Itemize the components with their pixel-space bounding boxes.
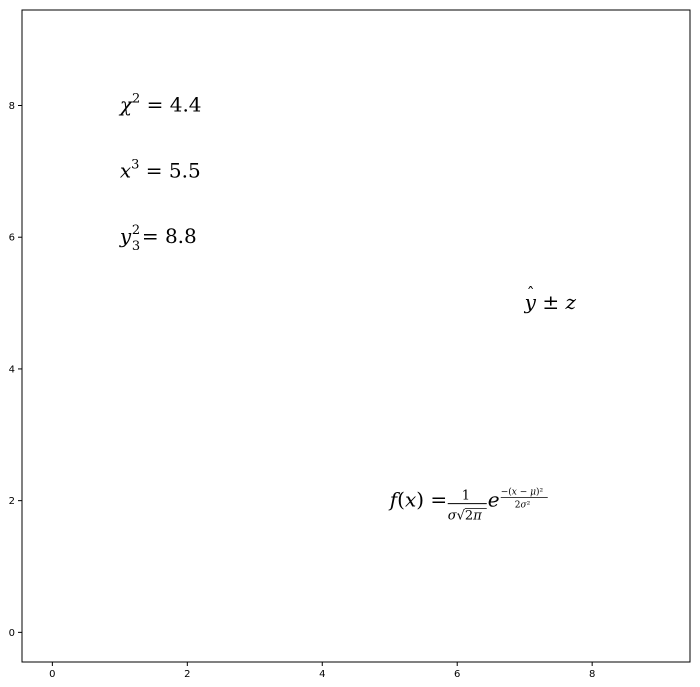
- annotation-x-cubed: x3 = 5.5: [120, 157, 201, 182]
- x-tick-label: 8: [589, 669, 595, 680]
- annotation-gaussian: f(x) = 1 σ√2π e −(x − μ)² 2σ²: [388, 487, 548, 524]
- annotation-gaussian-exp-denominator: 2σ²: [515, 501, 531, 511]
- y-axis-ticks: 0 2 4 6 8: [9, 101, 22, 639]
- annotation-x-cubed-text: x3 = 5.5: [120, 157, 201, 182]
- annotation-y-hat-text: y ± z: [524, 290, 577, 314]
- annotation-y-value: = 8.8: [142, 224, 197, 248]
- y-tick-label: 8: [9, 101, 15, 112]
- annotation-gaussian-exp-numerator: −(x − μ)²: [501, 487, 544, 498]
- annotation-gaussian-e: e: [488, 488, 500, 512]
- annotation-y-hat-pm-z: y ± z ˆ: [524, 284, 577, 314]
- x-tick-label: 2: [184, 669, 190, 680]
- y-tick-label: 6: [9, 233, 15, 244]
- annotation-y-superscript: 2: [132, 223, 140, 238]
- plot-area: [21, 9, 691, 663]
- annotation-y-sub-super-text: y: [119, 224, 132, 248]
- x-tick-label: 0: [49, 669, 55, 680]
- annotation-gaussian-numerator: 1: [462, 489, 470, 504]
- annotation-chi-squared-text: χ2 = 4.4: [118, 91, 202, 116]
- annotation-hat-mark: ˆ: [527, 284, 535, 303]
- y-tick-label: 0: [9, 628, 15, 639]
- annotation-gaussian-lhs: f(x) =: [388, 488, 447, 512]
- x-tick-label: 6: [454, 669, 460, 680]
- y-tick-label: 2: [9, 496, 15, 507]
- x-tick-label: 4: [319, 669, 325, 680]
- y-tick-label: 4: [9, 364, 15, 375]
- annotation-y-subscript: 3: [132, 239, 140, 254]
- annotation-y-sub-super: y 2 3 = 8.8: [119, 223, 197, 254]
- annotation-chi-squared: χ2 = 4.4: [118, 91, 202, 116]
- annotation-gaussian-denominator: σ√2π: [448, 509, 482, 524]
- x-axis-ticks: 0 2 4 6 8: [49, 662, 595, 680]
